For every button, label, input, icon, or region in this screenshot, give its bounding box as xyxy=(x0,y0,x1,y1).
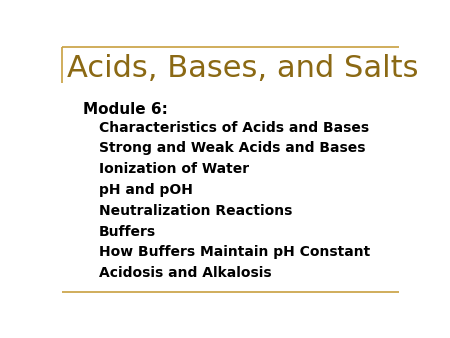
Text: Buffers: Buffers xyxy=(99,224,156,239)
Text: Neutralization Reactions: Neutralization Reactions xyxy=(99,204,292,218)
Text: Acidosis and Alkalosis: Acidosis and Alkalosis xyxy=(99,266,271,280)
Text: Strong and Weak Acids and Bases: Strong and Weak Acids and Bases xyxy=(99,141,365,155)
Text: Characteristics of Acids and Bases: Characteristics of Acids and Bases xyxy=(99,121,369,135)
Text: pH and pOH: pH and pOH xyxy=(99,183,193,197)
Text: Module 6:: Module 6: xyxy=(83,102,168,117)
Text: Ionization of Water: Ionization of Water xyxy=(99,162,249,176)
Text: Acids, Bases, and Salts: Acids, Bases, and Salts xyxy=(67,54,418,83)
Text: How Buffers Maintain pH Constant: How Buffers Maintain pH Constant xyxy=(99,245,370,259)
